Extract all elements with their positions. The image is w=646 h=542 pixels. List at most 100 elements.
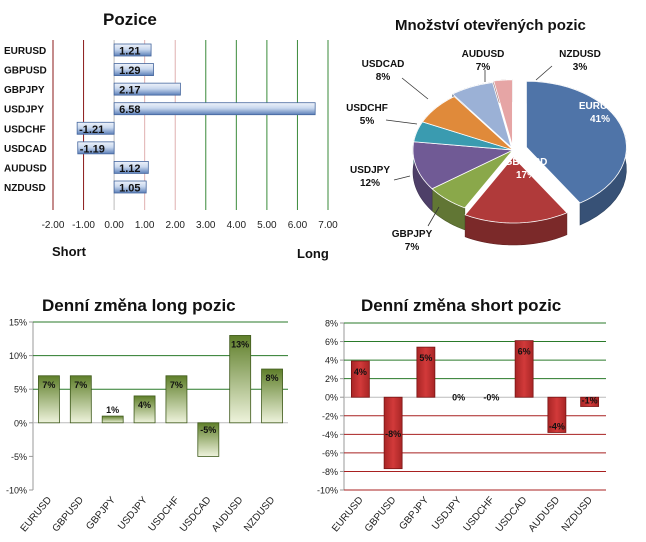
- bar: [77, 141, 115, 155]
- tick-label: 7.00: [318, 220, 338, 231]
- category-label: NZDUSD: [4, 183, 46, 194]
- data-label: -1.21: [79, 124, 104, 136]
- bar: [113, 161, 149, 174]
- slice-label: USDJPY: [350, 165, 390, 176]
- category-label: GBPJPY: [4, 85, 45, 96]
- bar: [113, 102, 316, 116]
- category-label: GBPUSD: [363, 495, 399, 534]
- tick-label: 0%: [325, 393, 338, 403]
- pie-plot: EURUSD 41% GBPUSD 17% GBPJPY 7% USDJPY 12% USDCH…: [346, 49, 627, 253]
- pie-slice: [526, 80, 627, 204]
- tick-label: 6.00: [288, 220, 308, 231]
- pie-slice: [464, 156, 568, 224]
- tick-label: 10%: [9, 351, 27, 361]
- tick-label: -1.00: [72, 220, 95, 231]
- data-label: -1%: [582, 396, 598, 406]
- slice-percent: 12%: [360, 178, 380, 189]
- tick-label: -10%: [6, 486, 27, 496]
- category-label: EURUSD: [4, 46, 46, 57]
- tick-label: 6%: [325, 337, 338, 347]
- slice-label: GBPJPY: [392, 229, 433, 240]
- category-label: GBPJPY: [84, 495, 118, 533]
- data-label: -0%: [483, 393, 499, 403]
- tick-label: -2%: [322, 411, 338, 421]
- chart-title: Pozice: [103, 10, 157, 29]
- positions-chart: Pozice -2.00 -1.00 0.00 1.00 2.00 3.00 4.00 5.0…: [0, 0, 350, 270]
- bar: [133, 395, 156, 424]
- category-label: GBPUSD: [51, 495, 87, 534]
- tick-label: -10%: [317, 486, 338, 496]
- tick-label: 2%: [325, 374, 338, 384]
- slice-label: NZDUSD: [559, 49, 601, 60]
- daily-long-change-chart: Denní změna long pozic 15% 10% 5% 0% -5% -10%…: [0, 285, 300, 542]
- data-label: 6%: [518, 347, 531, 357]
- data-label: 1%: [106, 405, 119, 415]
- bar: [113, 82, 181, 96]
- bar: [38, 375, 60, 424]
- data-label: 13%: [231, 339, 249, 349]
- chart-title: Denní změna long pozic: [42, 296, 236, 315]
- data-label: 7%: [42, 380, 55, 390]
- category-label: USDCHF: [147, 495, 182, 534]
- bar: [383, 396, 403, 470]
- bar: [580, 396, 600, 407]
- data-label: -8%: [385, 429, 401, 439]
- bar: [113, 43, 152, 57]
- tick-label: 8%: [325, 319, 338, 329]
- category-label: USDCHF: [4, 124, 46, 135]
- slice-label: USDCAD: [362, 59, 405, 70]
- slice-label: EURUSD: [579, 101, 621, 112]
- slice-percent: 7%: [476, 62, 491, 73]
- tick-label: 0%: [14, 418, 27, 428]
- tick-label: -4%: [322, 430, 338, 440]
- bar: [101, 415, 124, 424]
- bar: [197, 422, 220, 457]
- category-label: NZDUSD: [560, 495, 595, 534]
- short-label: Short: [52, 244, 86, 259]
- slice-label: AUDUSD: [462, 49, 505, 60]
- tick-label: 15%: [9, 318, 27, 328]
- tick-label: 3.00: [196, 220, 216, 231]
- category-label: GBPJPY: [397, 495, 431, 533]
- long-plot: 15% 10% 5% 0% -5% -10% 7% EURUSD 7% GBPUSD 1% GBPJP…: [6, 318, 288, 534]
- data-label: -4%: [549, 421, 565, 431]
- long-label: Long: [297, 246, 329, 261]
- category-label: AUDUSD: [210, 495, 246, 534]
- bar: [261, 368, 283, 424]
- pie-slice: [413, 121, 514, 151]
- data-label: 6.58: [119, 104, 140, 116]
- open-positions-pie-chart: Množství otevřených pozic EURUSD 41% GBPUS…: [340, 0, 646, 270]
- pie-slice: [412, 141, 515, 190]
- category-label: USDJPY: [116, 495, 150, 533]
- bar: [350, 360, 370, 398]
- daily-short-change-chart: Denní změna short pozic 8% 6% 4% 2% 0% -2% -4%…: [306, 285, 646, 542]
- data-label: -5%: [200, 425, 216, 435]
- tick-label: 5%: [14, 385, 27, 395]
- bar: [69, 375, 92, 424]
- bar: [113, 63, 154, 76]
- short-plot: 8% 6% 4% 2% 0% -2% -4% -6% -8% -10% 4% EURUSD -8% GBP…: [317, 319, 606, 534]
- tick-label: 4.00: [227, 220, 247, 231]
- leader-line: [385, 119, 418, 125]
- data-label: 1.12: [119, 163, 140, 175]
- slice-percent: 5%: [360, 116, 375, 127]
- category-label: AUDUSD: [4, 163, 47, 174]
- pie-slice: [421, 96, 514, 151]
- tick-label: -8%: [322, 467, 338, 477]
- category-label: USDCHF: [461, 495, 496, 534]
- category-label: NZDUSD: [242, 495, 277, 534]
- category-label: EURUSD: [19, 495, 55, 534]
- category-label: USDJPY: [4, 105, 44, 116]
- slice-percent: 3%: [573, 62, 588, 73]
- tick-label: 4%: [325, 356, 338, 366]
- tick-label: -2.00: [42, 220, 65, 231]
- data-label: 0%: [452, 393, 465, 403]
- positions-plot: -2.00 -1.00 0.00 1.00 2.00 3.00 4.00 5.00 6.00 7.…: [4, 40, 338, 231]
- data-label: 5%: [419, 353, 432, 363]
- bar: [113, 180, 147, 194]
- leader-line: [427, 206, 440, 227]
- data-label: 1.05: [119, 183, 140, 195]
- tick-label: 1.00: [135, 220, 155, 231]
- pie-slice: [493, 79, 513, 146]
- data-label: 4%: [354, 367, 367, 377]
